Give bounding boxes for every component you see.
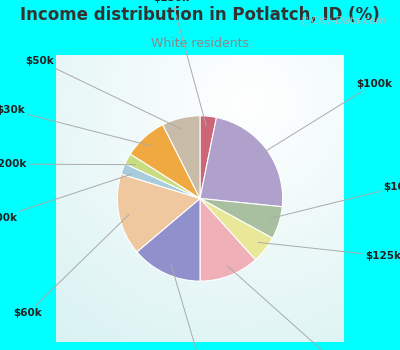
Text: $20k: $20k bbox=[227, 266, 346, 350]
Wedge shape bbox=[200, 198, 256, 281]
Wedge shape bbox=[121, 164, 200, 198]
Wedge shape bbox=[125, 154, 200, 198]
Wedge shape bbox=[200, 198, 282, 238]
Text: White residents: White residents bbox=[151, 37, 249, 50]
Wedge shape bbox=[163, 116, 200, 198]
Text: $50k: $50k bbox=[25, 56, 181, 129]
Wedge shape bbox=[130, 125, 200, 198]
Wedge shape bbox=[200, 118, 283, 207]
Text: Income distribution in Potlatch, ID (%): Income distribution in Potlatch, ID (%) bbox=[20, 6, 380, 25]
Text: > $200k: > $200k bbox=[0, 159, 136, 169]
Text: $30k: $30k bbox=[0, 105, 150, 146]
Text: $75k: $75k bbox=[171, 265, 224, 350]
Text: $100k: $100k bbox=[259, 79, 392, 155]
Wedge shape bbox=[137, 198, 200, 281]
Wedge shape bbox=[200, 198, 272, 260]
Wedge shape bbox=[200, 116, 216, 198]
Wedge shape bbox=[117, 174, 200, 252]
Text: $150k: $150k bbox=[153, 0, 206, 126]
Text: $60k: $60k bbox=[13, 215, 129, 318]
Text: $10k: $10k bbox=[270, 182, 400, 219]
Text: Ⓢ City-Data.com: Ⓢ City-Data.com bbox=[302, 15, 385, 26]
Text: $200k: $200k bbox=[0, 174, 132, 223]
Text: $125k: $125k bbox=[258, 242, 400, 261]
